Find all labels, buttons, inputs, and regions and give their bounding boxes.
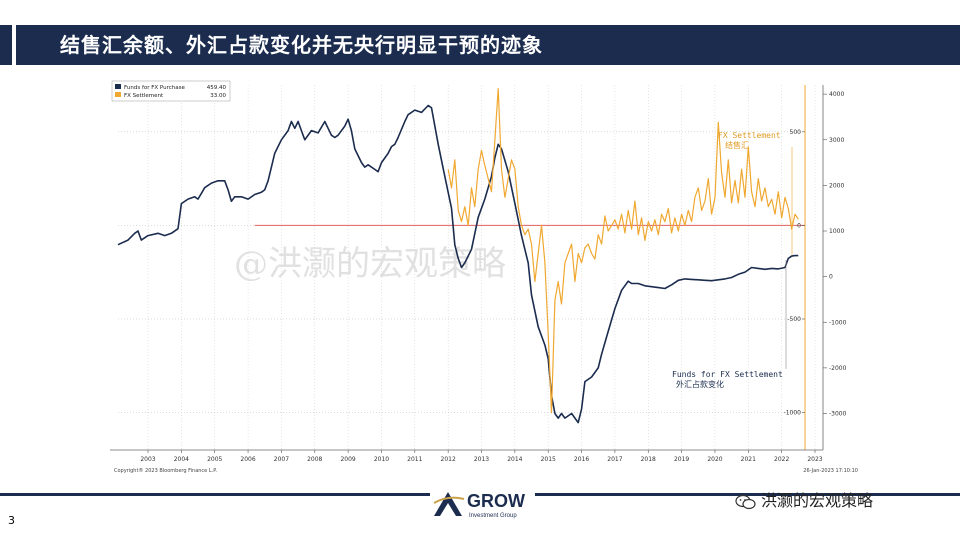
x-tick-label-1: 2004 xyxy=(174,456,189,463)
legend-value-purchase: 459.40 xyxy=(207,85,227,91)
x-tick-label-14: 2017 xyxy=(607,456,622,463)
x-tick-label-13: 2016 xyxy=(574,456,589,463)
x-tick-label-3: 2006 xyxy=(240,456,255,463)
logo-swoosh xyxy=(433,496,465,504)
wechat-brand: 洪灏的宏观策略 xyxy=(735,487,873,511)
x-tick-label-19: 2022 xyxy=(774,456,789,463)
legend-label-settlement: FX Settlement xyxy=(124,93,164,99)
x-tick-label-5: 2008 xyxy=(307,456,322,463)
series-line-fx-settlement xyxy=(447,88,799,414)
right-tick-label-6: -2000 xyxy=(829,365,847,372)
left-tick-label-2: -500 xyxy=(787,316,801,323)
x-tick-label-17: 2020 xyxy=(707,456,722,463)
fx-chart: @洪灏的宏观策略 500 0 -500 -1000 4000 3000 2000 1000 0… xyxy=(110,75,860,480)
logo-mark: GROW Investment Group xyxy=(433,491,525,519)
annotation-purchase: Funds for FX Settlement xyxy=(672,370,783,379)
right-tick-label-2: 2000 xyxy=(829,182,844,189)
grow-logo: GROW Investment Group xyxy=(430,483,535,523)
left-tick-label-0: 500 xyxy=(790,129,802,136)
x-tick-label-20: 2023 xyxy=(807,456,822,463)
x-tick-label-15: 2018 xyxy=(641,456,656,463)
copyright: Copyright® 2023 Bloomberg Finance L.P. xyxy=(114,467,217,474)
x-tick-label-9: 2012 xyxy=(441,456,456,463)
annotation-settlement-cn: 结售汇 xyxy=(725,140,749,150)
annotation-settlement: FX Settlement xyxy=(718,131,781,140)
title-bar xyxy=(0,25,960,65)
timestamp: 26-Jan-2023 17:10:10 xyxy=(803,468,858,474)
legend-value-settlement: 33.00 xyxy=(210,93,226,99)
series-line-fx-purchase xyxy=(117,104,799,424)
wechat-brand-text: 洪灏的宏观策略 xyxy=(761,491,874,510)
right-tick-label-3: 1000 xyxy=(829,228,844,235)
logo-name: GROW xyxy=(467,491,525,511)
x-tick-label-16: 2019 xyxy=(674,456,689,463)
logo-sub: Investment Group xyxy=(469,513,517,519)
annotation-purchase-cn: 外汇占款变化 xyxy=(676,379,724,389)
right-tick-label-7: -3000 xyxy=(829,411,847,418)
watermark: @洪灏的宏观策略 xyxy=(234,244,506,284)
right-tick-label-4: 0 xyxy=(829,274,833,281)
gridlines xyxy=(118,85,816,450)
x-tick-label-6: 2009 xyxy=(340,456,355,463)
legend-swatch-settlement xyxy=(115,92,121,97)
chart-area: @洪灏的宏观策略 500 0 -500 -1000 4000 3000 2000 1000 0… xyxy=(110,75,860,480)
legend: Funds for FX Purchase 459.40 FX Settleme… xyxy=(111,80,231,102)
legend-label-purchase: Funds for FX Purchase xyxy=(124,85,186,91)
right-tick-label-5: -1000 xyxy=(829,319,847,326)
page-number: 3 xyxy=(8,514,15,527)
x-tick-label-7: 2010 xyxy=(374,456,389,463)
x-tick-label-11: 2014 xyxy=(507,456,522,463)
x-tick-label-2: 2005 xyxy=(207,456,222,463)
legend-swatch-purchase xyxy=(115,84,121,89)
x-tick-label-0: 2003 xyxy=(140,456,155,463)
page-title: 结售汇余额、外汇占款变化并无央行明显干预的迹象 xyxy=(60,33,543,57)
wechat-icon xyxy=(735,494,756,509)
x-tick-label-10: 2013 xyxy=(474,456,489,463)
x-tick-label-4: 2007 xyxy=(274,456,289,463)
left-axis: 500 0 -500 -1000 xyxy=(784,85,806,450)
title-accent xyxy=(12,25,16,65)
x-tick-label-8: 2011 xyxy=(407,456,422,463)
x-tick-label-12: 2015 xyxy=(541,456,556,463)
logo-mountain-inner xyxy=(440,503,456,516)
right-tick-label-0: 4000 xyxy=(829,91,844,98)
right-axis: 4000 3000 2000 1000 0 -1000 -2000 -3000 xyxy=(822,85,847,450)
left-tick-label-1: 0 xyxy=(797,222,801,229)
series-layer xyxy=(117,88,799,424)
legend-box xyxy=(111,80,231,102)
x-axis: 2003 2004 2005 2006 2007 2008 2009 2010 2011 2012… xyxy=(110,449,823,463)
left-tick-label-3: -1000 xyxy=(784,410,802,417)
x-tick-label-18: 2021 xyxy=(741,456,756,463)
right-tick-label-1: 3000 xyxy=(829,137,844,144)
